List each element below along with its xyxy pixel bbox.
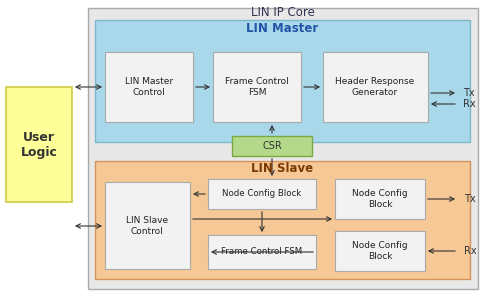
Bar — [95, 20, 470, 142]
Text: LIN Master: LIN Master — [246, 21, 318, 34]
Bar — [323, 52, 428, 122]
Text: Tx: Tx — [464, 194, 476, 204]
Text: Frame Control FSM: Frame Control FSM — [221, 247, 303, 257]
Text: Node Config Block: Node Config Block — [222, 189, 302, 198]
Bar — [105, 52, 193, 122]
Bar — [88, 8, 478, 289]
Bar — [335, 231, 425, 271]
Bar — [208, 179, 316, 209]
Text: LIN Slave
Control: LIN Slave Control — [126, 216, 168, 236]
Text: Node Config
Block: Node Config Block — [352, 241, 408, 261]
Text: Node Config
Block: Node Config Block — [352, 189, 408, 209]
Text: LIN IP Core: LIN IP Core — [251, 7, 315, 20]
Text: Rx: Rx — [463, 99, 475, 109]
Text: Frame Control
FSM: Frame Control FSM — [225, 77, 289, 97]
Bar — [213, 52, 301, 122]
Bar — [105, 182, 190, 269]
Bar — [232, 136, 312, 156]
Text: CSR: CSR — [262, 141, 282, 151]
Text: Tx: Tx — [463, 88, 475, 98]
Text: Header Response
Generator: Header Response Generator — [335, 77, 415, 97]
Bar — [208, 235, 316, 269]
Bar — [335, 179, 425, 219]
Text: LIN Master
Control: LIN Master Control — [125, 77, 173, 97]
Bar — [6, 87, 72, 202]
Text: User
Logic: User Logic — [21, 131, 58, 159]
Text: Rx: Rx — [464, 246, 476, 256]
Text: LIN Slave: LIN Slave — [251, 162, 313, 176]
Bar — [95, 161, 470, 279]
